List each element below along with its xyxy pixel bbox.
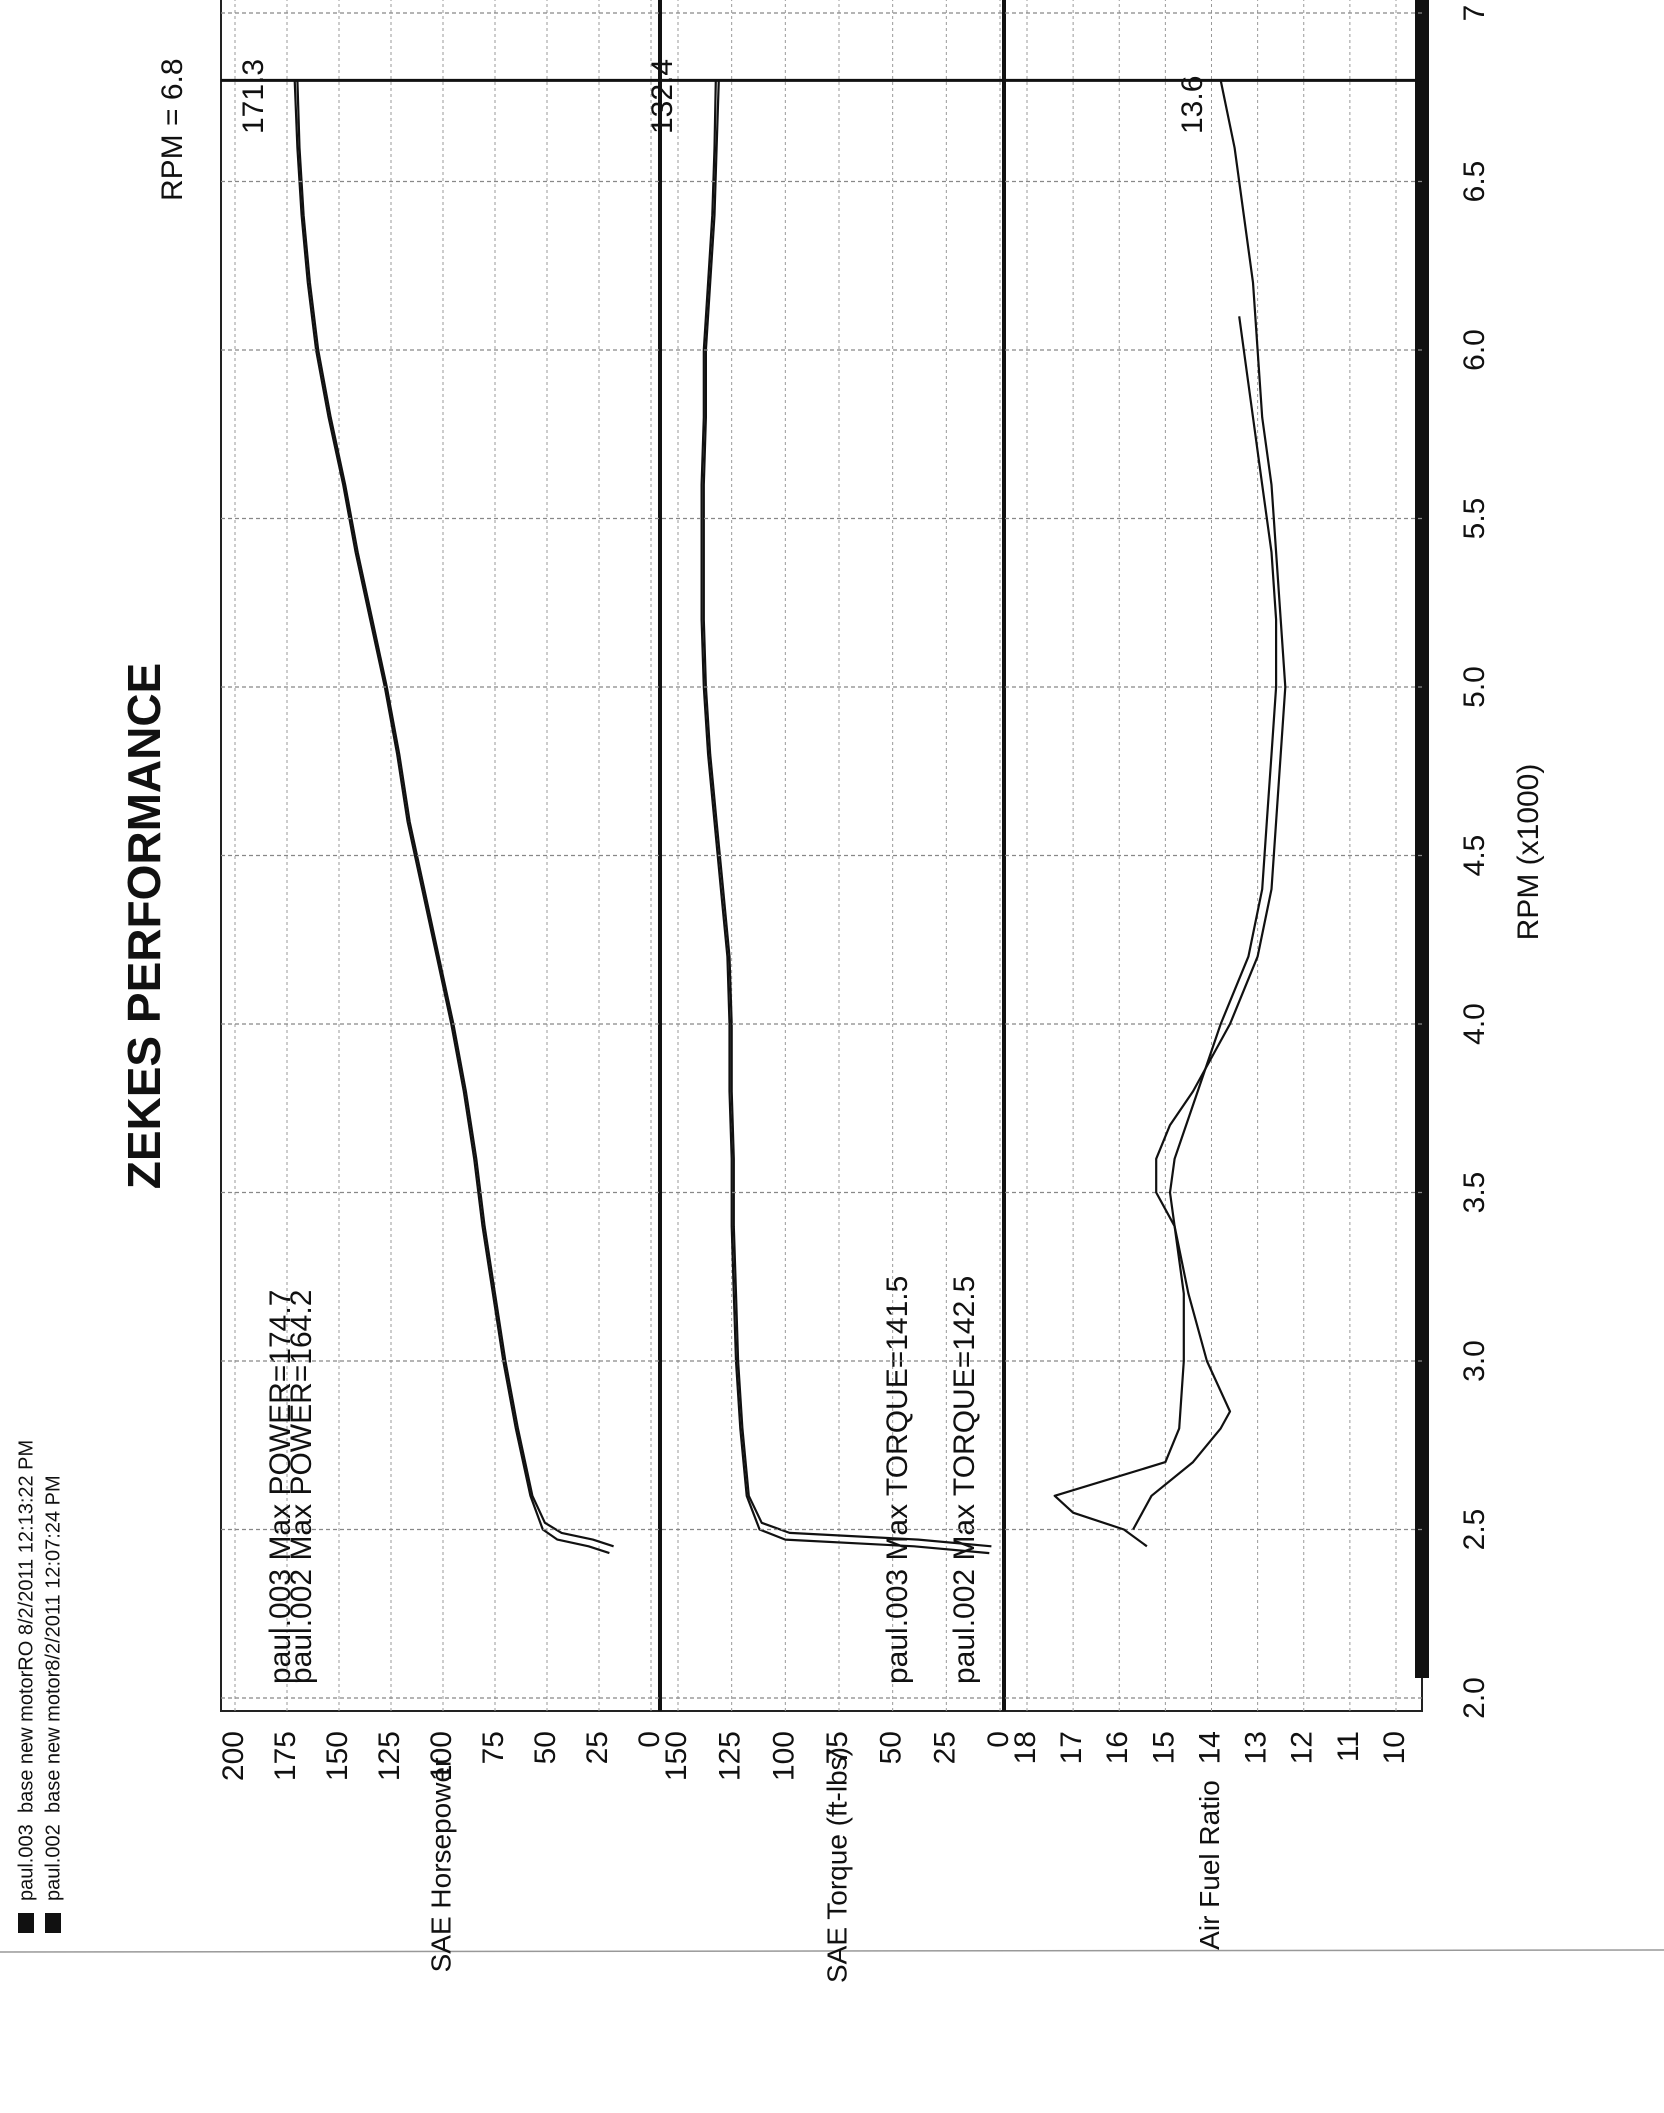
y-tick-label: 25 <box>928 1731 961 1764</box>
x-tick-label: 5.0 <box>1458 666 1491 708</box>
y-axis-title: Air Fuel Ratio <box>1194 1780 1225 1950</box>
annotation: 132.4 <box>646 59 679 134</box>
x-tick-label: 3.5 <box>1458 1172 1491 1214</box>
data-line <box>700 80 990 1555</box>
x-tick-label: 6.0 <box>1458 329 1491 371</box>
chart-title: ZEKES PERFORMANCE <box>118 663 170 1189</box>
legend-name: paul.003 <box>15 1824 37 1901</box>
y-tick-label: 0 <box>633 1731 666 1748</box>
y-tick-label: 50 <box>529 1731 562 1764</box>
y-axis-title: SAE Torque (ft-lbs) <box>821 1747 852 1983</box>
y-tick-label: 25 <box>581 1731 614 1764</box>
x-axis-title: RPM (x1000) <box>1512 764 1545 941</box>
y-tick-label: 18 <box>1009 1731 1042 1764</box>
x-tick-label: 2.0 <box>1458 1677 1491 1719</box>
y-tick-label: 13 <box>1240 1731 1273 1764</box>
data-line <box>1053 80 1287 1548</box>
data-line <box>702 80 992 1548</box>
y-tick-label: 150 <box>660 1731 693 1781</box>
y-tick-label: 0 <box>982 1731 1015 1748</box>
x-tick-label: 4.5 <box>1458 835 1491 877</box>
x-tick-label: 4.0 <box>1458 1003 1491 1045</box>
annotation: paul.002 Max TORQUE=142.5 <box>948 1276 981 1684</box>
y-tick-label: 11 <box>1332 1731 1365 1762</box>
y-axis-title: SAE Horsepower <box>425 1758 456 1973</box>
x-tick-label: 6.5 <box>1458 161 1491 203</box>
y-tick-label: 150 <box>321 1731 354 1781</box>
y-tick-label: 100 <box>767 1731 800 1781</box>
y-tick-label: 175 <box>269 1731 302 1781</box>
legend-swatch <box>18 1913 34 1933</box>
y-tick-label: 50 <box>875 1731 908 1764</box>
legend-swatch <box>45 1913 61 1933</box>
x-tick-label: 3.0 <box>1458 1340 1491 1382</box>
annotation: paul.003 Max POWER=174.7 <box>264 1290 297 1684</box>
rotated-chart: ZEKES PERFORMANCE paul.003 base new motorR… <box>15 0 1545 1983</box>
y-tick-label: 100 <box>425 1731 458 1781</box>
annotation: 13.6 <box>1176 76 1209 134</box>
y-tick-label: 125 <box>714 1731 747 1781</box>
legend-description: base new motor8/2/2011 12:07:24 PM <box>42 1475 64 1813</box>
data-line <box>1132 316 1278 1531</box>
y-tick-label: 75 <box>477 1731 510 1764</box>
y-tick-label: 15 <box>1147 1731 1180 1764</box>
annotation: 171.3 <box>237 59 270 134</box>
cursor-label: RPM = 6.8 <box>156 58 189 201</box>
scan-edge <box>0 1949 1664 1953</box>
y-tick-label: 10 <box>1378 1731 1411 1764</box>
x-tick-label: 5.5 <box>1458 498 1491 540</box>
y-tick-label: 14 <box>1193 1731 1226 1764</box>
y-tick-label: 16 <box>1101 1731 1134 1764</box>
legend-description: base new motorRO 8/2/2011 12:13:22 PM <box>15 1440 37 1813</box>
y-tick-label: 125 <box>373 1731 406 1781</box>
annotation: paul.002 Max POWER=164.2 <box>285 1290 318 1684</box>
y-tick-label: 12 <box>1286 1731 1319 1764</box>
legend-name: paul.002 <box>42 1824 64 1901</box>
data-line <box>296 80 614 1548</box>
data-line <box>293 80 610 1555</box>
annotation: paul.003 Max TORQUE=141.5 <box>881 1276 914 1684</box>
x-tick-label: 7 <box>1458 5 1491 22</box>
y-tick-label: 75 <box>821 1731 854 1764</box>
x-tick-label: 2.5 <box>1458 1509 1491 1551</box>
y-tick-label: 200 <box>217 1731 250 1781</box>
y-tick-label: 17 <box>1055 1731 1088 1764</box>
